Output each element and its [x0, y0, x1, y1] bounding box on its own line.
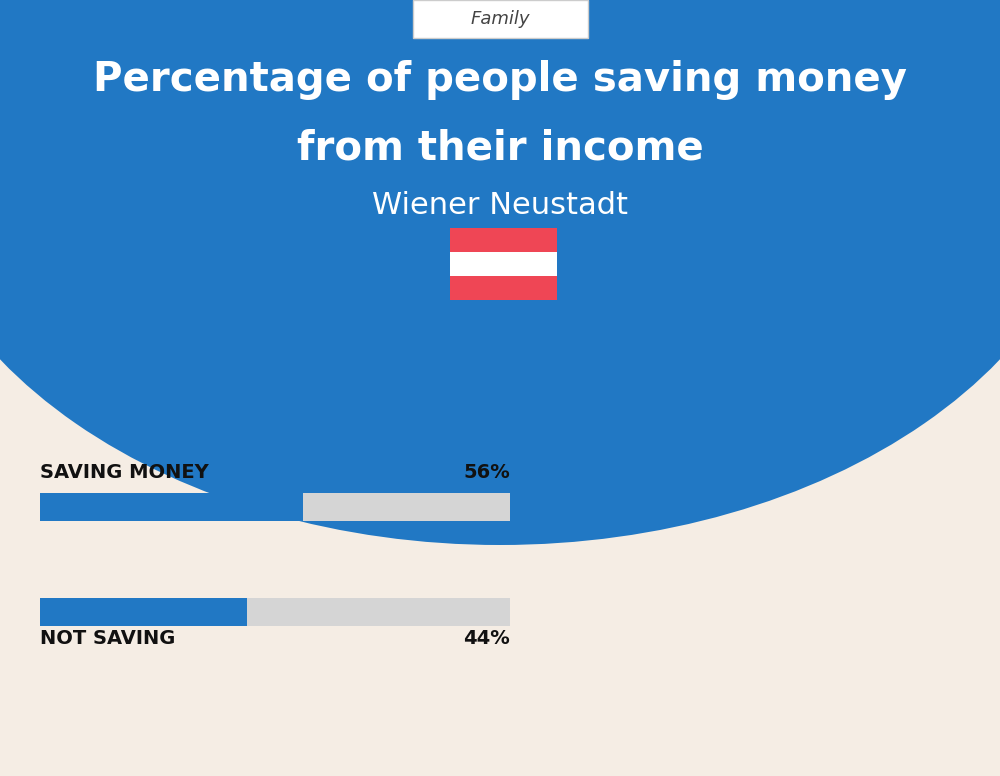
- Text: Family: Family: [471, 10, 530, 28]
- Text: 44%: 44%: [463, 629, 510, 647]
- Bar: [450, 252, 557, 276]
- Bar: [450, 276, 557, 300]
- Text: Percentage of people saving money: Percentage of people saving money: [93, 60, 907, 100]
- Text: NOT SAVING: NOT SAVING: [40, 629, 175, 647]
- FancyBboxPatch shape: [413, 0, 588, 38]
- Ellipse shape: [0, 0, 1000, 545]
- Text: Wiener Neustadt: Wiener Neustadt: [372, 190, 628, 220]
- Bar: [40, 598, 510, 626]
- Bar: [40, 598, 247, 626]
- Bar: [40, 493, 303, 521]
- Text: from their income: from their income: [297, 128, 703, 168]
- Text: 56%: 56%: [463, 462, 510, 481]
- Bar: [40, 493, 510, 521]
- Text: SAVING MONEY: SAVING MONEY: [40, 462, 209, 481]
- Bar: [450, 228, 557, 252]
